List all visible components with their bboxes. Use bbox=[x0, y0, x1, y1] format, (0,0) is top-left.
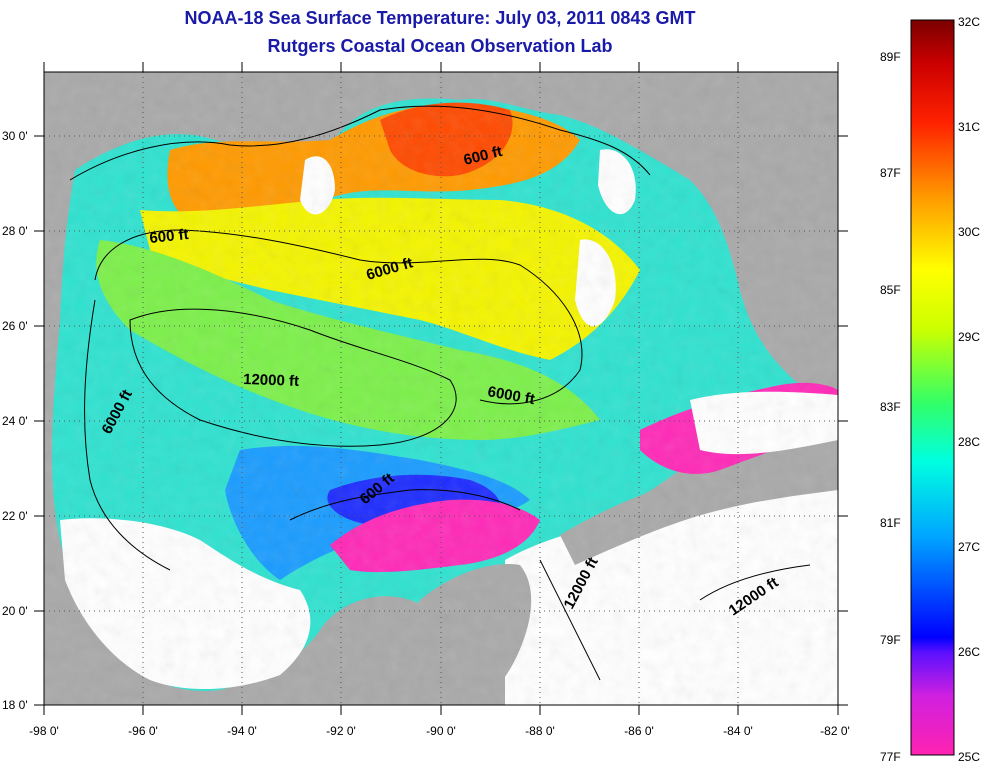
lat-tick-label: 18 0' bbox=[2, 698, 28, 712]
contour-caribbean bbox=[539, 559, 601, 681]
lon-tick-label: -86 0' bbox=[624, 724, 654, 738]
colorbar-celsius-label: 29C bbox=[958, 330, 980, 344]
colorbar-celsius-label: 25C bbox=[958, 750, 980, 764]
lat-tick-label: 20 0' bbox=[2, 604, 28, 618]
colorbar-celsius-label: 32C bbox=[958, 15, 980, 29]
colorbar-celsius-label: 30C bbox=[958, 225, 980, 239]
colorbar-fahrenheit-label: 85F bbox=[880, 283, 901, 297]
contour-label: 12000 ft bbox=[243, 371, 299, 390]
lat-tick-label: 26 0' bbox=[2, 319, 28, 333]
contour-12000ft bbox=[129, 308, 457, 447]
lon-tick-label: -98 0' bbox=[29, 724, 59, 738]
colorbar-celsius-label: 31C bbox=[958, 120, 980, 134]
colorbar-celsius-label: 27C bbox=[958, 540, 980, 554]
lat-tick-label: 22 0' bbox=[2, 509, 28, 523]
lon-tick-label: -90 0' bbox=[426, 724, 456, 738]
lon-tick-label: -92 0' bbox=[326, 724, 356, 738]
lat-tick-labels: 30 0' 28 0' 26 0' 24 0' 22 0' 20 0' 18 0… bbox=[2, 129, 28, 712]
contour-600ft-south bbox=[289, 489, 521, 521]
contour-caribbean-2 bbox=[699, 564, 811, 601]
colorbar-fahrenheit-label: 87F bbox=[880, 166, 901, 180]
contour-600ft bbox=[69, 105, 651, 181]
contour-6000ft bbox=[94, 229, 583, 405]
lon-tick-label: -96 0' bbox=[128, 724, 158, 738]
lat-tick-label: 30 0' bbox=[2, 129, 28, 143]
lon-tick-label: -88 0' bbox=[525, 724, 555, 738]
colorbar-fahrenheit-label: 89F bbox=[880, 50, 901, 64]
lat-tick-marks bbox=[34, 135, 848, 706]
lon-tick-label: -84 0' bbox=[723, 724, 753, 738]
colorbar-fahrenheit-label: 83F bbox=[880, 400, 901, 414]
lat-tick-label: 24 0' bbox=[2, 414, 28, 428]
lat-tick-label: 28 0' bbox=[2, 224, 28, 238]
map-area: 600 ft 600 ft 6000 ft 12000 ft 6000 ft 6… bbox=[44, 72, 838, 705]
map-title: NOAA-18 Sea Surface Temperature: July 03… bbox=[184, 8, 696, 28]
lon-tick-label: -82 0' bbox=[820, 724, 850, 738]
graticule bbox=[44, 72, 838, 705]
colorbar-celsius-label: 28C bbox=[958, 435, 980, 449]
map-subtitle: Rutgers Coastal Ocean Observation Lab bbox=[267, 36, 613, 56]
bathymetry-contours bbox=[69, 105, 811, 681]
colorbar-fahrenheit-label: 81F bbox=[880, 516, 901, 530]
contour-6000ft-west bbox=[84, 299, 171, 571]
colorbar bbox=[910, 19, 955, 756]
colorbar-fahrenheit-labels: 89F 87F 85F 83F 81F 79F 77F bbox=[880, 50, 901, 764]
colorbar-celsius-labels: 32C 31C 30C 29C 28C 27C 26C 25C bbox=[958, 15, 980, 764]
colorbar-fahrenheit-label: 79F bbox=[880, 633, 901, 647]
colorbar-celsius-label: 26C bbox=[958, 645, 980, 659]
colorbar-fahrenheit-label: 77F bbox=[880, 750, 901, 764]
lon-tick-marks bbox=[43, 62, 839, 715]
contour-label: 600 ft bbox=[149, 226, 190, 247]
texture-overlay bbox=[44, 72, 838, 705]
lon-tick-label: -94 0' bbox=[227, 724, 257, 738]
lon-tick-labels: -98 0' -96 0' -94 0' -92 0' -90 0' -88 0… bbox=[29, 724, 850, 738]
